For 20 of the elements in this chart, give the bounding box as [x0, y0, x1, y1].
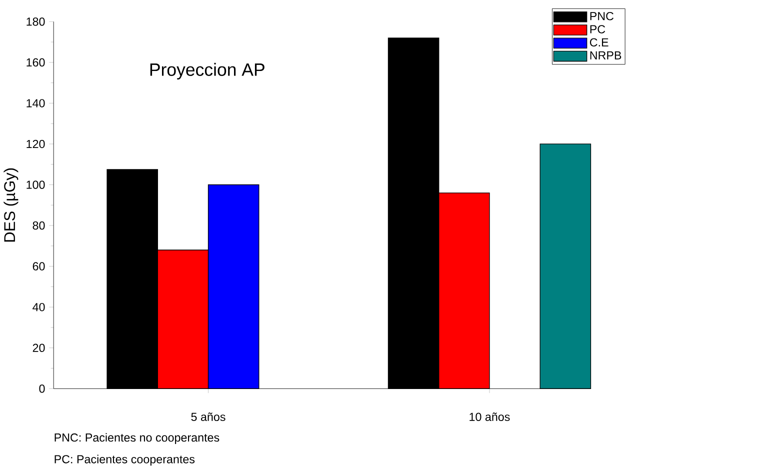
legend-label: C.E — [590, 38, 608, 46]
legend-label: PC — [590, 24, 606, 34]
x-tick-label: 10 años — [470, 412, 510, 421]
y-axis-title: DES (µGy) — [4, 168, 18, 242]
x-tick-label: 5 años — [191, 412, 226, 421]
text: PC: Pacientes cooperantes — [54, 454, 195, 466]
y-tick-label: 160 — [26, 58, 45, 66]
y-tick-label: 180 — [26, 17, 45, 26]
y-tick-label: 80 — [32, 221, 45, 230]
y-tick-label: 120 — [26, 140, 45, 148]
y-tick-label: 40 — [32, 302, 45, 312]
y-tick-label: 0 — [39, 384, 45, 393]
y-tick-label: 140 — [26, 98, 45, 108]
text: PNC: Pacientes no cooperantes — [54, 432, 220, 444]
y-tick-label: 20 — [32, 344, 45, 352]
y-tick-label: 60 — [32, 262, 45, 270]
legend-label: NRPB — [590, 51, 622, 60]
text: Proyeccion AP — [150, 62, 264, 80]
legend-label: PNC — [590, 12, 614, 20]
y-tick-label: 100 — [26, 180, 45, 189]
